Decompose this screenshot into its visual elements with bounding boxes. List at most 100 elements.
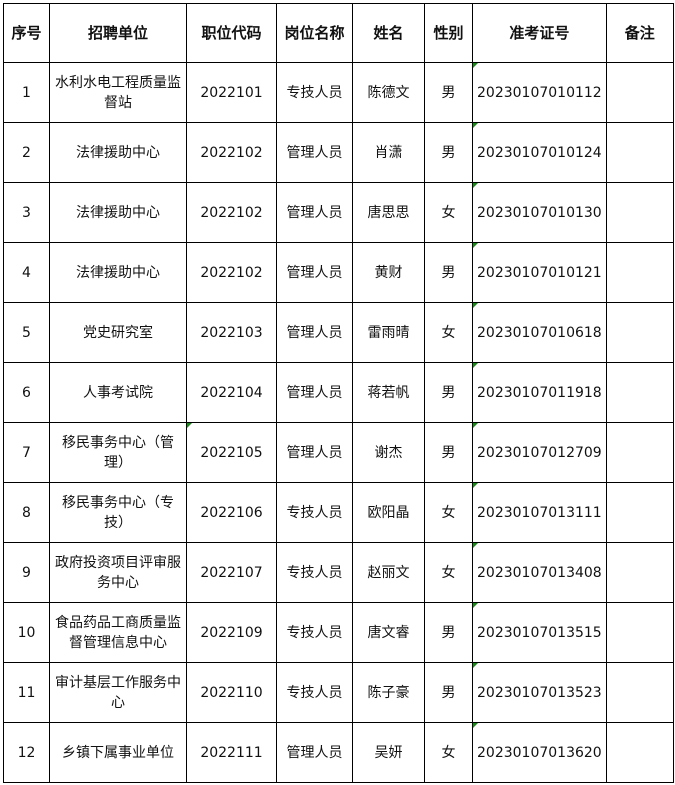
- header-row: 序号 招聘单位 职位代码 岗位名称 姓名 性别 准考证号 备注: [3, 3, 674, 63]
- cell-sex: 男: [424, 602, 473, 663]
- cell-code: 2022105: [186, 422, 277, 483]
- cell-exam-id: 20230107010112: [472, 62, 607, 123]
- cell-post: 管理人员: [276, 722, 353, 783]
- cell-code: 2022111: [186, 722, 277, 783]
- header-unit: 招聘单位: [49, 3, 187, 63]
- cell-code: 2022103: [186, 302, 277, 363]
- cell-note: [605, 362, 674, 423]
- cell-no: 2: [3, 122, 50, 183]
- table-row: 9 政府投资项目评审服务中心 2022107 专技人员 赵丽文女 202301070134…: [3, 542, 674, 603]
- cell-note: [605, 302, 674, 363]
- cell-unit: 乡镇下属事业单位: [49, 722, 187, 783]
- table-row: 3 法律援助中心 2022102 管理人员 唐思思女 20230107010130: [3, 182, 674, 243]
- header-sex: 性别: [424, 3, 473, 63]
- cell-exam-id: 20230107013408: [472, 542, 607, 603]
- table-row: 8 移民事务中心（专技） 2022106 专技人员 欧阳晶女 20230107013111: [3, 482, 674, 543]
- table-row: 5 党史研究室 2022103 管理人员 雷雨晴女 20230107010618: [3, 302, 674, 363]
- cell-exam-id: 20230107013111: [472, 482, 607, 543]
- cell-unit: 审计基层工作服务中心: [49, 662, 187, 723]
- cell-unit: 人事考试院: [49, 362, 187, 423]
- header-note: 备注: [605, 3, 674, 63]
- cell-sex: 女: [424, 182, 473, 243]
- cell-exam-id: 20230107013620: [472, 722, 607, 783]
- cell-exam-id: 20230107012709: [472, 422, 607, 483]
- cell-sex: 女: [424, 722, 473, 783]
- cell-exam-id: 20230107010121: [472, 242, 607, 303]
- table-row: 6 人事考试院 2022104 管理人员 蒋若帆男 20230107011918: [3, 362, 674, 423]
- cell-code: 2022107: [186, 542, 277, 603]
- cell-note: [605, 242, 674, 303]
- cell-note: [605, 62, 674, 123]
- cell-no: 8: [3, 482, 50, 543]
- cell-sex: 男: [424, 242, 473, 303]
- cell-code: 2022110: [186, 662, 277, 723]
- cell-post: 管理人员: [276, 242, 353, 303]
- table-row: 7 移民事务中心（管理） 2022105 管理人员 谢杰男 20230107012709: [3, 422, 674, 483]
- cell-note: [605, 122, 674, 183]
- cell-sex: 男: [424, 62, 473, 123]
- cell-name: 雷雨晴: [352, 302, 425, 363]
- header-name: 姓名: [352, 3, 425, 63]
- cell-code: 2022109: [186, 602, 277, 663]
- cell-post: 管理人员: [276, 422, 353, 483]
- header-no: 序号: [3, 3, 50, 63]
- cell-name: 谢杰: [352, 422, 425, 483]
- cell-no: 1: [3, 62, 50, 123]
- table-row: 10 食品药品工商质量监督管理信息中心 2022109 专技人员 唐文睿男 2023010…: [3, 602, 674, 663]
- cell-unit: 法律援助中心: [49, 242, 187, 303]
- header-post: 岗位名称: [276, 3, 353, 63]
- header-code: 职位代码: [186, 3, 277, 63]
- cell-unit: 水利水电工程质量监督站: [49, 62, 187, 123]
- cell-note: [605, 542, 674, 603]
- cell-post: 管理人员: [276, 122, 353, 183]
- cell-no: 6: [3, 362, 50, 423]
- cell-name: 陈德文: [352, 62, 425, 123]
- cell-post: 管理人员: [276, 182, 353, 243]
- cell-exam-id: 20230107010618: [472, 302, 607, 363]
- cell-post: 专技人员: [276, 662, 353, 723]
- cell-note: [605, 422, 674, 483]
- cell-sex: 男: [424, 122, 473, 183]
- cell-name: 欧阳晶: [352, 482, 425, 543]
- cell-name: 赵丽文: [352, 542, 425, 603]
- cell-unit: 食品药品工商质量监督管理信息中心: [49, 602, 187, 663]
- cell-post: 专技人员: [276, 542, 353, 603]
- cell-unit: 政府投资项目评审服务中心: [49, 542, 187, 603]
- table-row: 11 审计基层工作服务中心 2022110 专技人员 陈子豪男 2023010701352…: [3, 662, 674, 723]
- cell-sex: 女: [424, 302, 473, 363]
- cell-unit: 党史研究室: [49, 302, 187, 363]
- candidate-table: 序号 招聘单位 职位代码 岗位名称 姓名 性别 准考证号 备注 1 水利水电工程质量监督站 202…: [3, 3, 674, 783]
- cell-name: 陈子豪: [352, 662, 425, 723]
- cell-post: 专技人员: [276, 62, 353, 123]
- cell-code: 2022102: [186, 122, 277, 183]
- cell-code: 2022101: [186, 62, 277, 123]
- cell-exam-id: 20230107010130: [472, 182, 607, 243]
- cell-unit: 移民事务中心（管理）: [49, 422, 187, 483]
- cell-name: 吴妍: [352, 722, 425, 783]
- cell-sex: 女: [424, 482, 473, 543]
- cell-post: 专技人员: [276, 602, 353, 663]
- cell-code: 2022106: [186, 482, 277, 543]
- cell-exam-id: 20230107010124: [472, 122, 607, 183]
- cell-no: 11: [3, 662, 50, 723]
- cell-name: 蒋若帆: [352, 362, 425, 423]
- cell-note: [605, 182, 674, 243]
- cell-no: 7: [3, 422, 50, 483]
- table-row: 12 乡镇下属事业单位 2022111 管理人员 吴妍女 20230107013620: [3, 722, 674, 783]
- cell-sex: 男: [424, 662, 473, 723]
- cell-no: 3: [3, 182, 50, 243]
- cell-note: [605, 722, 674, 783]
- cell-unit: 移民事务中心（专技）: [49, 482, 187, 543]
- cell-no: 4: [3, 242, 50, 303]
- header-exam-id: 准考证号: [472, 3, 607, 63]
- cell-code: 2022104: [186, 362, 277, 423]
- cell-no: 12: [3, 722, 50, 783]
- cell-no: 10: [3, 602, 50, 663]
- cell-exam-id: 20230107013515: [472, 602, 607, 663]
- cell-unit: 法律援助中心: [49, 122, 187, 183]
- cell-name: 黄财: [352, 242, 425, 303]
- cell-exam-id: 20230107013523: [472, 662, 607, 723]
- table-row: 4 法律援助中心 2022102 管理人员 黄财男 20230107010121: [3, 242, 674, 303]
- cell-sex: 男: [424, 422, 473, 483]
- cell-post: 专技人员: [276, 482, 353, 543]
